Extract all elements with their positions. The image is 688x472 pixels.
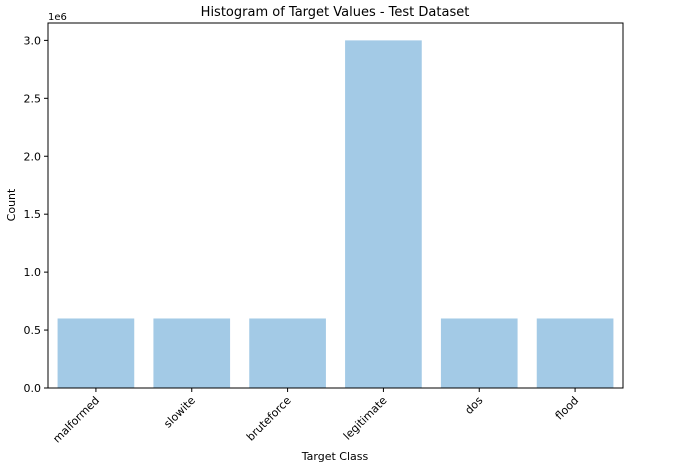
y-axis-offset-label: 1e6 (48, 12, 67, 23)
y-axis-label: Count (5, 188, 18, 221)
bar-legitimate (345, 40, 422, 388)
bar-slowite (153, 318, 231, 388)
bar-dos (440, 318, 518, 388)
y-tick-label: 0.5 (24, 324, 42, 337)
x-tick-label-legitimate: legitimate (341, 394, 390, 443)
plot-frame (47, 22, 624, 389)
x-axis-label: Target Class (301, 450, 369, 463)
y-tick-label: 1.5 (24, 208, 42, 221)
y-tick-label: 0.0 (24, 382, 42, 395)
y-tick-label: 2.5 (24, 92, 42, 105)
bar-malformed (57, 318, 135, 388)
axes-layer (47, 22, 624, 389)
chart-title: Histogram of Target Values - Test Datase… (201, 5, 470, 20)
x-tick-label-malformed: malformed (50, 394, 102, 446)
bars-layer (57, 40, 614, 388)
x-ticks: malformed slowite bruteforce legitimate dos f… (50, 388, 581, 445)
y-tick-label: 1.0 (24, 266, 42, 279)
x-tick-label-slowite: slowite (161, 394, 198, 431)
y-tick-label: 3.0 (24, 34, 42, 47)
bar-flood (536, 318, 614, 388)
y-ticks: 0.0 0.5 1.0 1.5 2.0 2.5 3.0 (24, 34, 48, 395)
x-tick-label-flood: flood (553, 394, 582, 423)
x-tick-label-bruteforce: bruteforce (244, 394, 294, 444)
y-tick-label: 2.0 (24, 150, 42, 163)
bar-bruteforce (249, 318, 326, 388)
x-tick-label-dos: dos (462, 394, 485, 417)
